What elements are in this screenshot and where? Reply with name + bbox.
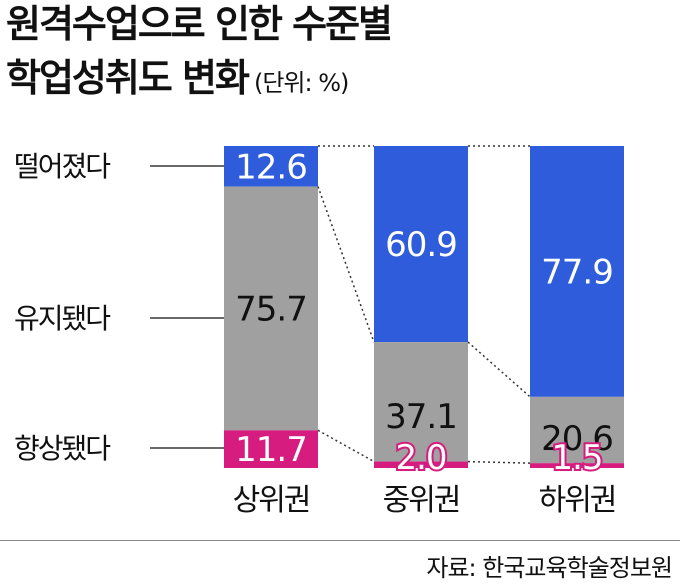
bar-segment-dropped	[530, 146, 624, 397]
category-label: 하위권	[539, 483, 616, 518]
legend-label: 떨어졌다	[14, 150, 110, 183]
value-label-maintained: 37.1	[385, 397, 457, 437]
bar-segment-maintained	[374, 342, 468, 462]
value-label-dropped: 77.9	[541, 252, 613, 292]
unit-note: (단위: %)	[253, 69, 349, 97]
source-note: 자료: 한국교육학술정보원	[426, 554, 673, 582]
footer-divider	[0, 540, 680, 541]
bar-segment-maintained	[530, 396, 624, 464]
bar-segment-improved	[224, 430, 318, 468]
connector-maintained-top	[467, 341, 531, 398]
chart-title-line-2: 학업성취도 변화 (단위: %)	[6, 56, 349, 105]
value-label-dropped: 60.9	[385, 225, 457, 265]
legend-label: 유지됐다	[14, 302, 110, 335]
connector-improved-top	[467, 460, 531, 464]
bar-segment-dropped	[374, 146, 468, 343]
value-label-improved: 11.7	[235, 430, 307, 470]
value-label-maintained: 20.6	[541, 419, 613, 459]
legend-label: 향상됐다	[14, 432, 110, 465]
connector-improved-top	[317, 429, 375, 463]
category-label: 중위권	[383, 483, 460, 518]
value-label-improved: 2.0	[395, 438, 446, 478]
bar-segment-maintained	[224, 186, 318, 431]
bar-segment-improved	[374, 461, 468, 468]
connector-maintained-top	[317, 186, 375, 343]
category-label: 상위권	[233, 483, 310, 518]
chart-title-text: 학업성취도 변화	[6, 56, 250, 100]
bar-segment-dropped	[224, 146, 318, 187]
stacked-bar-chart: 12.6 75.7 11.7 상위권 60.9 37.12.0 중위권 77.9 20.61.5…	[14, 145, 624, 518]
chart-title-line-1: 원격수업으로 인한 수준별	[6, 2, 393, 46]
value-label-maintained: 75.7	[235, 289, 307, 329]
value-label-dropped: 12.6	[235, 147, 307, 187]
bar-segment-improved	[530, 463, 624, 468]
value-label-improved: 1.5	[551, 438, 602, 478]
